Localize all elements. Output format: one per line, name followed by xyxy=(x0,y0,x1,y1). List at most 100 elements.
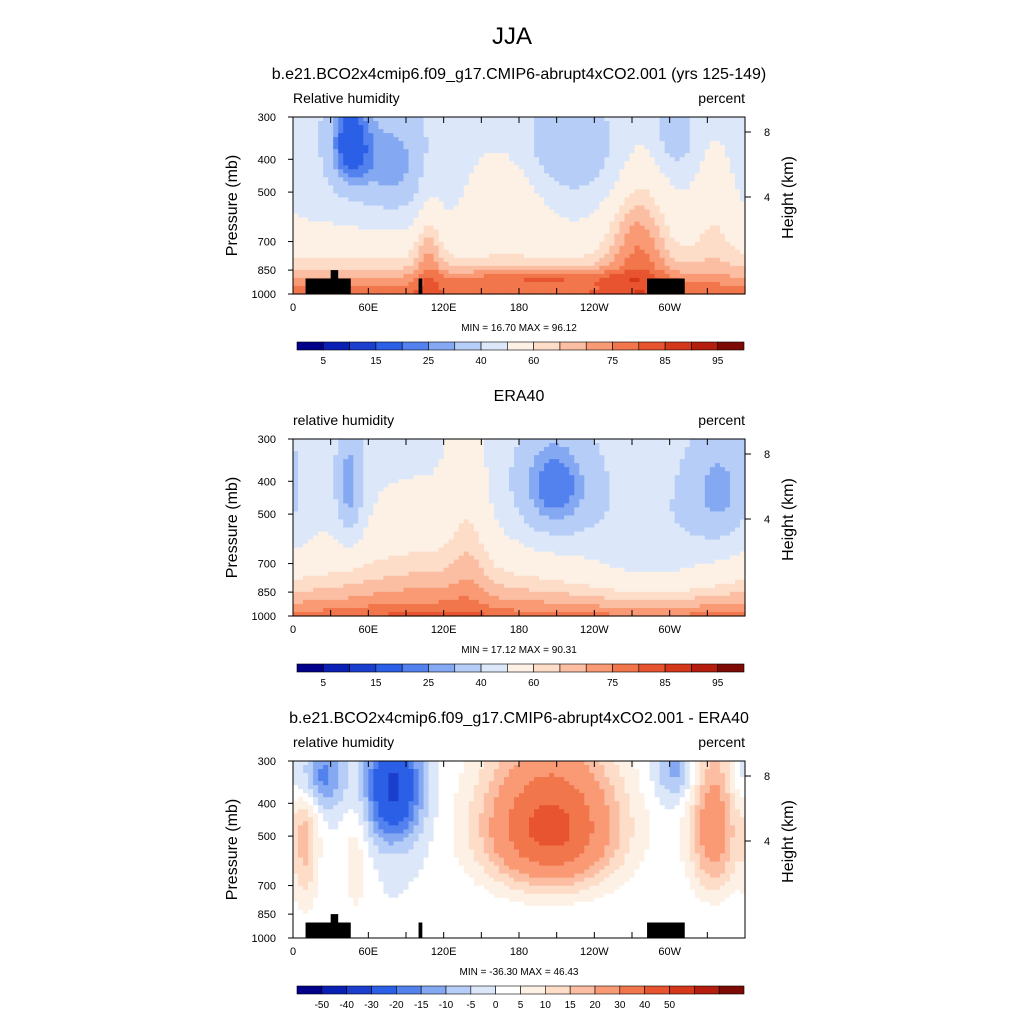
field-cell xyxy=(508,185,515,191)
field-cell xyxy=(293,245,299,251)
field-cell xyxy=(368,125,374,130)
field-cell xyxy=(579,217,585,223)
field-cell xyxy=(554,129,560,134)
field-cell xyxy=(689,475,696,480)
field-cell xyxy=(739,141,746,146)
field-cell xyxy=(468,467,475,472)
field-cell xyxy=(734,141,741,146)
field-cell xyxy=(378,121,384,126)
field-cell xyxy=(483,209,490,215)
field-cell xyxy=(438,455,445,460)
field-cell xyxy=(323,265,329,271)
field-cell xyxy=(333,189,339,195)
field-cell xyxy=(594,213,600,219)
field-cell xyxy=(624,273,631,279)
field-cell xyxy=(669,233,676,239)
field-cell xyxy=(734,455,741,460)
field-cell xyxy=(433,185,440,191)
field-cell xyxy=(423,261,430,267)
field-cell xyxy=(689,229,696,235)
field-cell xyxy=(453,177,460,182)
field-cell xyxy=(323,169,329,174)
field-cell xyxy=(684,277,691,283)
field-cell xyxy=(473,265,480,271)
field-cell xyxy=(318,443,324,448)
field-cell xyxy=(473,285,480,291)
field-cell xyxy=(559,261,565,267)
field-cell xyxy=(604,257,610,263)
field-cell xyxy=(654,229,661,235)
field-cell xyxy=(669,455,676,460)
field-cell xyxy=(534,439,540,444)
field-cell xyxy=(363,157,369,162)
field-cell xyxy=(293,237,299,243)
field-cell xyxy=(473,439,480,444)
field-cell xyxy=(393,141,400,146)
field-cell xyxy=(609,249,616,255)
field-cell xyxy=(584,273,590,279)
field-cell xyxy=(343,209,349,215)
field-cell xyxy=(624,277,631,283)
field-cell xyxy=(468,141,475,146)
field-cell xyxy=(639,117,646,122)
field-cell xyxy=(629,277,636,283)
field-cell xyxy=(448,471,455,476)
field-cell xyxy=(659,273,666,279)
field-cell xyxy=(328,221,334,227)
field-cell xyxy=(579,475,585,480)
field-cell xyxy=(303,217,309,223)
field-cell xyxy=(609,165,616,170)
field-cell xyxy=(524,181,530,186)
field-cell xyxy=(423,225,430,231)
field-cell xyxy=(674,451,681,456)
field-cell xyxy=(724,161,731,166)
field-cell xyxy=(544,265,550,271)
field-cell xyxy=(338,169,344,174)
field-cell xyxy=(684,281,691,287)
field-cell xyxy=(659,197,666,203)
field-cell xyxy=(619,467,626,472)
field-cell xyxy=(614,245,621,251)
field-cell xyxy=(629,177,636,182)
field-cell xyxy=(574,249,580,255)
field-cell xyxy=(483,169,490,174)
field-cell xyxy=(478,213,485,219)
field-cell xyxy=(408,225,415,231)
field-cell xyxy=(589,237,595,243)
field-cell xyxy=(739,169,746,174)
field-cell xyxy=(383,281,390,287)
field-cell xyxy=(579,209,585,215)
field-cell xyxy=(298,237,304,243)
field-cell xyxy=(689,133,696,138)
field-cell xyxy=(639,225,646,231)
field-cell xyxy=(483,125,490,130)
field-cell xyxy=(363,241,369,247)
field-cell xyxy=(559,249,565,255)
field-cell xyxy=(669,241,676,247)
field-cell xyxy=(433,221,440,227)
field-cell xyxy=(714,269,721,275)
field-cell xyxy=(544,189,550,195)
field-cell xyxy=(564,285,570,291)
field-cell xyxy=(418,137,425,142)
field-cell xyxy=(669,443,676,448)
field-cell xyxy=(724,459,731,464)
field-cell xyxy=(493,467,500,472)
field-cell xyxy=(529,289,535,295)
field-cell xyxy=(443,253,450,259)
field-cell xyxy=(408,125,415,130)
field-cell xyxy=(493,261,500,267)
field-cell xyxy=(684,133,691,138)
field-cell xyxy=(729,277,736,283)
field-cell xyxy=(639,189,646,195)
field-cell xyxy=(714,145,721,150)
field-cell xyxy=(388,289,395,295)
field-cell xyxy=(634,475,641,480)
field-cell xyxy=(303,137,309,142)
field-cell xyxy=(519,149,525,154)
field-cell xyxy=(368,197,374,203)
field-cell xyxy=(373,125,379,130)
field-cell xyxy=(704,249,711,255)
field-cell xyxy=(734,129,741,134)
field-cell xyxy=(468,133,475,138)
